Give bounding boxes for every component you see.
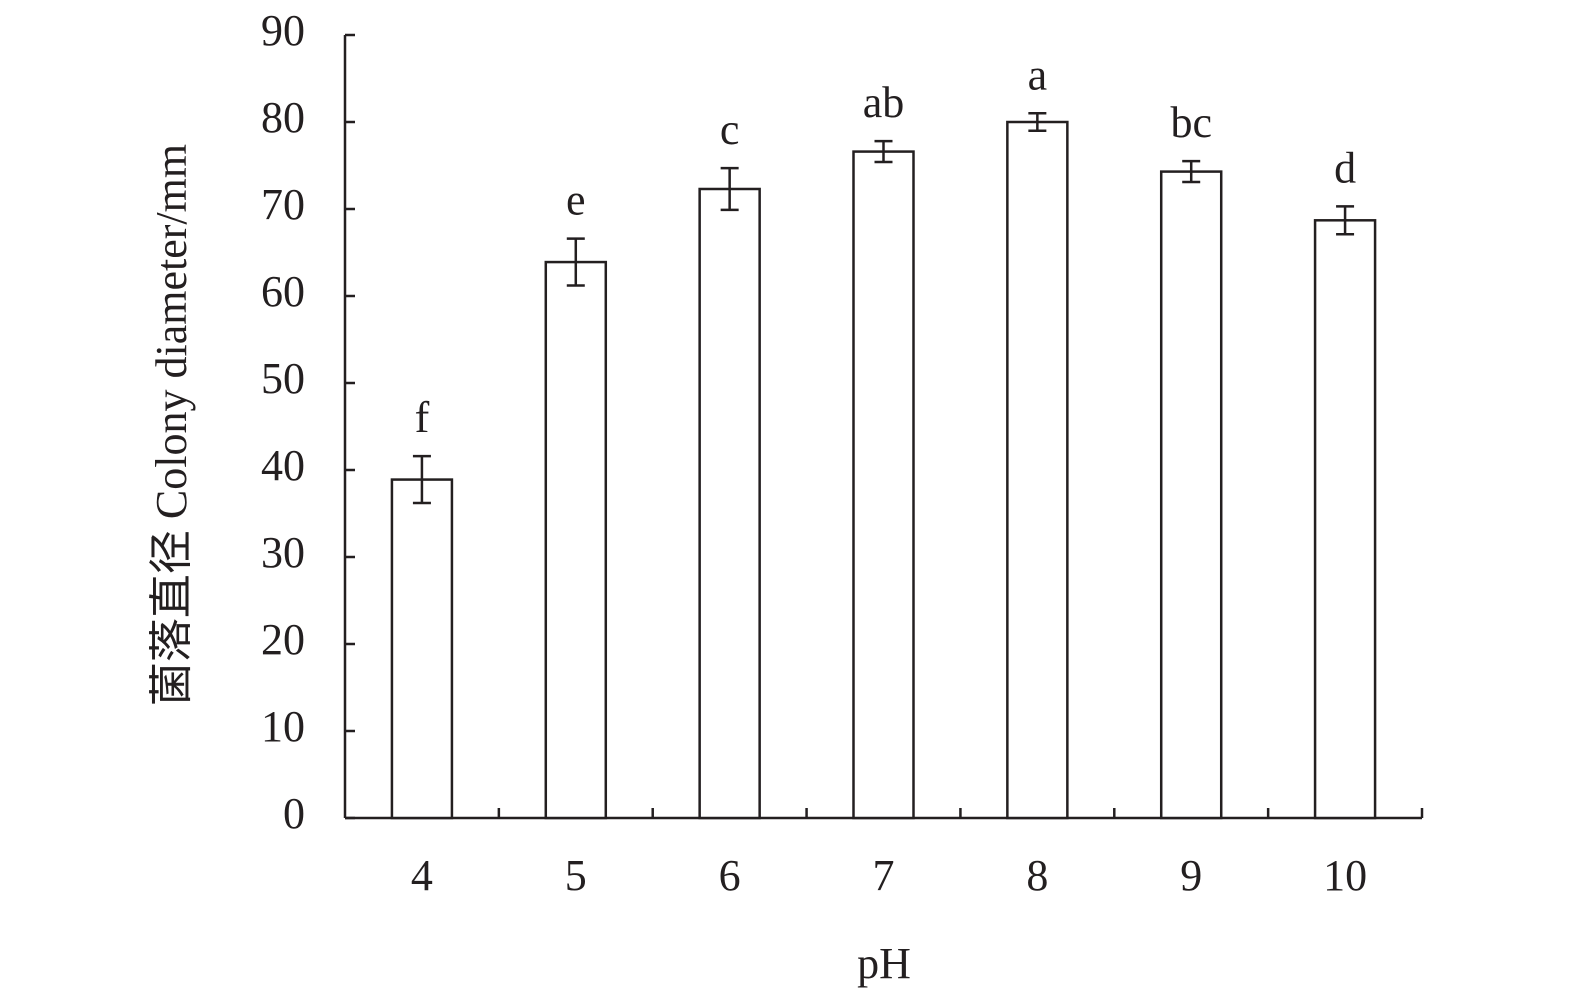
x-tick-label: 5: [565, 851, 587, 900]
significance-label: ab: [863, 78, 905, 127]
x-tick-label: 9: [1180, 851, 1202, 900]
significance-label: c: [720, 105, 740, 154]
significance-label: f: [415, 393, 430, 442]
error-bar: [412, 454, 431, 505]
error-bar: [566, 237, 585, 287]
error-bar: [1336, 205, 1355, 236]
significance-label: bc: [1170, 98, 1212, 147]
bar: [1159, 170, 1223, 820]
y-tick-label: 60: [261, 267, 305, 316]
y-axis-label: 菌落直径 Colony diameter/mm: [147, 144, 196, 706]
x-tick-label: 7: [873, 851, 895, 900]
bar: [1006, 120, 1069, 820]
x-tick-label: 8: [1026, 851, 1048, 900]
x-tick-label: 6: [719, 851, 741, 900]
y-tick-label: 30: [261, 528, 305, 577]
error-bar: [720, 166, 739, 212]
bar: [1313, 219, 1377, 820]
x-tick-label: 4: [411, 851, 433, 900]
x-tick-label: 10: [1323, 851, 1367, 900]
y-tick-label: 40: [261, 441, 305, 490]
significance-label: d: [1334, 143, 1356, 192]
y-tick-label: 70: [261, 180, 305, 229]
y-tick-label: 80: [261, 93, 305, 142]
y-tick-label: 90: [261, 6, 305, 55]
significance-label: a: [1028, 50, 1048, 99]
bar: [698, 187, 761, 820]
significance-label: e: [566, 176, 586, 225]
y-tick-label: 20: [261, 615, 305, 664]
bar: [852, 150, 915, 820]
bar: [390, 478, 454, 820]
y-tick-label: 0: [283, 789, 305, 838]
x-axis-label: pH: [857, 939, 911, 988]
y-tick-label: 10: [261, 702, 305, 751]
bar: [544, 260, 608, 820]
error-bar: [874, 139, 893, 164]
y-tick-label: 50: [261, 354, 305, 403]
error-bar: [1182, 159, 1201, 184]
error-bar: [1028, 112, 1047, 132]
